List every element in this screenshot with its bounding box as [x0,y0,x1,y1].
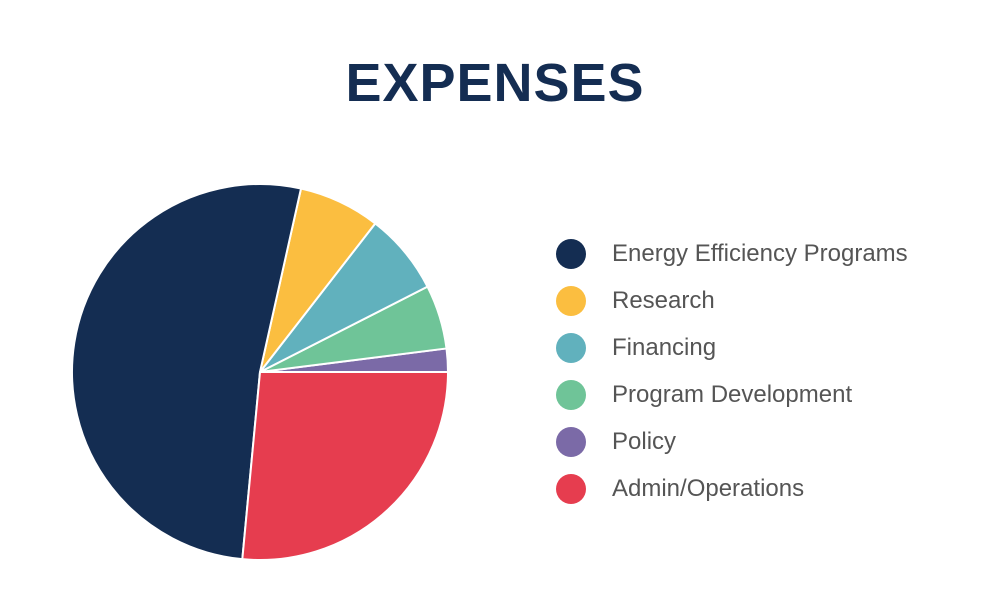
pie-slice-admin-operations [241,371,449,561]
legend-swatch [556,426,586,457]
legend-label: Admin/Operations [612,474,805,502]
legend-swatch [556,238,586,269]
chart-legend: Energy Efficiency Programs Research Financ… [556,230,976,512]
legend-swatch [556,332,586,363]
legend-item: Program Development [556,371,976,418]
legend-swatch [556,379,586,410]
legend-swatch [556,473,586,504]
pie-slice-energy-efficiency-programs [71,183,303,561]
pie-chart-svg [71,183,449,561]
legend-swatch [556,285,586,316]
chart-title: EXPENSES [345,53,645,113]
legend-label: Policy [612,427,677,455]
legend-label: Program Development [612,380,853,408]
legend-item: Policy [556,418,976,465]
pie-chart [60,172,460,572]
legend-label: Financing [612,333,717,361]
legend-item: Research [556,277,976,324]
legend-item: Admin/Operations [556,465,976,512]
legend-item: Financing [556,324,976,371]
legend-label: Research [612,286,715,314]
legend-item: Energy Efficiency Programs [556,230,976,277]
legend-label: Energy Efficiency Programs [612,239,908,267]
